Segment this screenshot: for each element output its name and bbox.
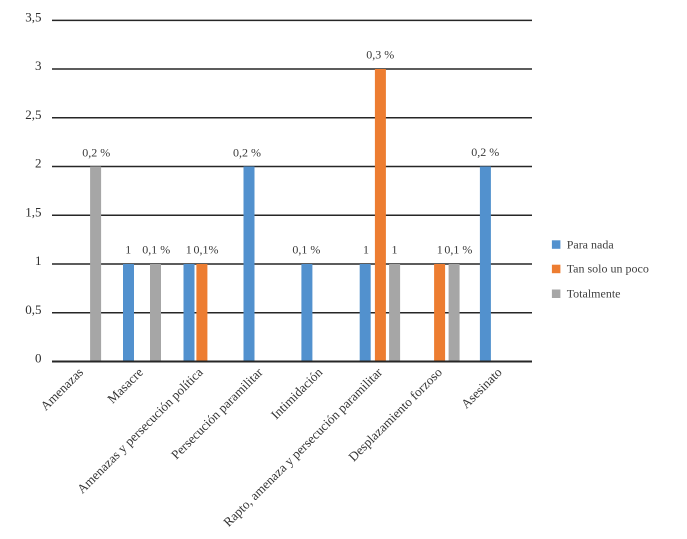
svg-text:1: 1	[392, 243, 398, 257]
svg-text:0: 0	[35, 351, 42, 366]
svg-text:Totalmente: Totalmente	[567, 287, 621, 301]
svg-text:1: 1	[363, 243, 369, 257]
svg-text:Tan solo un poco: Tan solo un poco	[567, 262, 649, 276]
svg-text:0,2 %: 0,2 %	[82, 146, 110, 160]
svg-text:0,1%: 0,1%	[194, 243, 219, 257]
svg-text:0,1 %: 0,1 %	[142, 243, 170, 257]
svg-text:1: 1	[186, 243, 192, 257]
svg-text:2,5: 2,5	[25, 107, 41, 122]
svg-text:1: 1	[437, 243, 443, 257]
svg-text:0,5: 0,5	[25, 302, 41, 317]
svg-text:0,1 %: 0,1 %	[444, 243, 472, 257]
svg-text:1: 1	[125, 243, 131, 257]
svg-text:Para nada: Para nada	[567, 237, 615, 251]
svg-text:0,3 %: 0,3 %	[366, 48, 394, 62]
svg-text:3,5: 3,5	[25, 10, 41, 25]
svg-text:0,1 %: 0,1 %	[292, 243, 320, 257]
svg-text:2: 2	[35, 156, 42, 171]
svg-text:1: 1	[35, 253, 42, 268]
svg-text:1,5: 1,5	[25, 204, 41, 219]
svg-text:3: 3	[35, 58, 42, 73]
svg-text:0,2 %: 0,2 %	[233, 146, 261, 160]
svg-text:0,2 %: 0,2 %	[471, 145, 499, 159]
